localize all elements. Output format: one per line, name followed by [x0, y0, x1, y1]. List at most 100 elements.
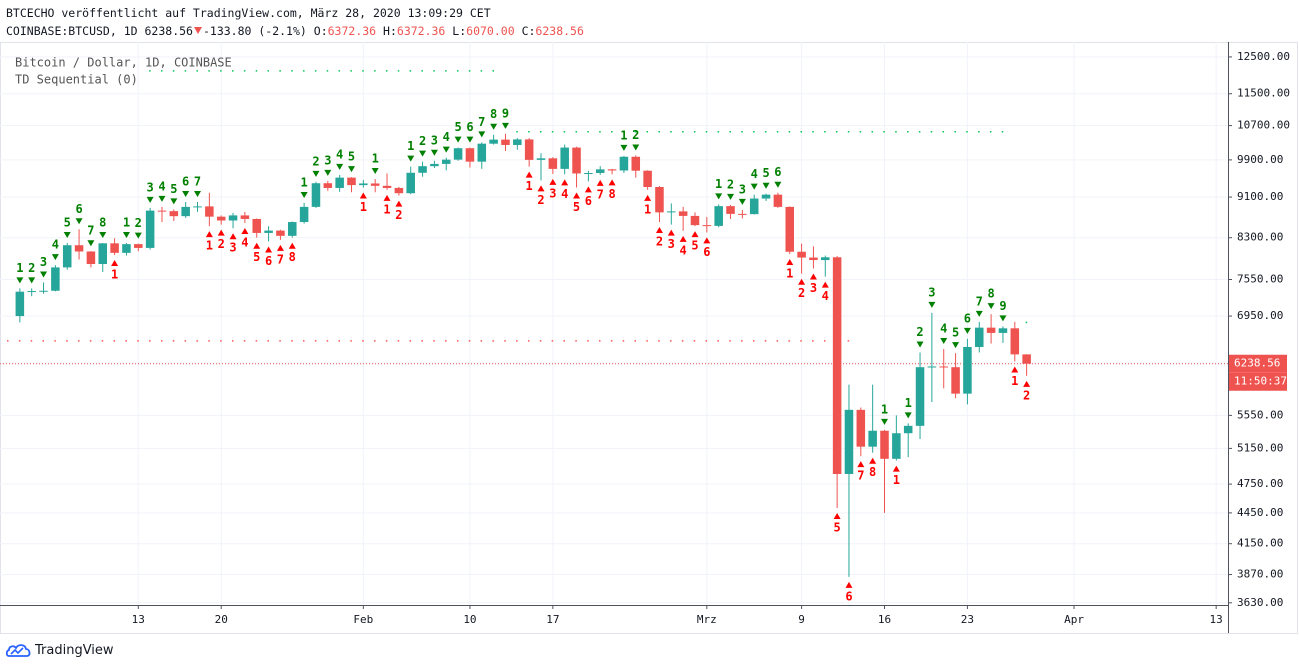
td-buy-arrow	[821, 281, 829, 288]
candle-body	[489, 139, 498, 144]
td-sell-count: 8	[490, 107, 497, 121]
td-buy-count: 7	[857, 469, 864, 483]
candle-body	[228, 215, 238, 221]
td-sell-count: 3	[431, 133, 438, 147]
td-buy-count: 1	[1011, 374, 1018, 388]
candle-body	[524, 139, 534, 160]
td-sell-count: 1	[372, 152, 379, 166]
y-tick-label: 3870.00	[1237, 568, 1283, 581]
td-sell-count: 2	[312, 154, 319, 168]
candle-body	[453, 148, 463, 160]
td-sell-arrow	[63, 232, 71, 239]
y-tick-label: 11500.00	[1237, 87, 1290, 100]
candle-body	[15, 291, 25, 317]
td-buy-count: 2	[395, 208, 402, 222]
td-sell-count: 1	[16, 261, 23, 275]
brand: TradingView	[35, 642, 114, 658]
candle-body	[157, 210, 167, 212]
td-sell-count: 2	[135, 216, 142, 230]
td-buy-arrow	[561, 179, 569, 186]
td-sell-arrow	[952, 342, 960, 349]
candle-body	[145, 210, 155, 248]
y-tick-label: 4150.00	[1237, 537, 1283, 550]
candle-body	[903, 425, 913, 434]
td-sell-arrow	[170, 198, 178, 205]
last-price: 6238.56	[144, 24, 193, 38]
td-sell-arrow	[312, 170, 320, 177]
candle-body	[39, 290, 48, 292]
td-sell-arrow	[750, 183, 758, 190]
td-buy-arrow	[395, 200, 403, 207]
td-buy-arrow	[265, 246, 273, 253]
td-buy-count: 6	[585, 194, 592, 208]
y-tick-label: 6950.00	[1237, 309, 1283, 322]
td-sell-arrow	[454, 136, 462, 143]
candle-body	[62, 245, 72, 268]
symbol-line: COINBASE:BTCUSD, 1D 6238.56 -133.80 (-2.1…	[6, 24, 591, 38]
legend-indicator: TD Sequential (0)	[15, 73, 138, 87]
td-sell-count: 1	[407, 139, 414, 153]
td-buy-count: 4	[680, 243, 687, 257]
td-sell-count: 3	[324, 153, 331, 167]
candle-body	[986, 327, 996, 333]
x-tick-label: 13	[1210, 613, 1223, 626]
candle-body	[181, 206, 190, 217]
td-buy-count: 3	[549, 186, 556, 200]
td-sell-count: 9	[502, 106, 509, 120]
td-sell-arrow	[987, 303, 995, 310]
legend-title: Bitcoin / Dollar, 1D, COINBASE	[15, 56, 232, 70]
td-sell-count: 7	[194, 174, 201, 188]
td-buy-arrow	[667, 229, 675, 236]
td-buy-arrow	[691, 231, 699, 238]
td-buy-arrow	[1023, 380, 1031, 387]
td-sell-arrow	[490, 123, 498, 130]
td-sell-count: 1	[881, 402, 888, 416]
candle-body	[477, 143, 487, 162]
td-sell-count: 4	[336, 147, 343, 161]
td-buy-count: 1	[111, 268, 118, 282]
x-tick-label: Feb	[353, 613, 373, 626]
y-tick-label: 4750.00	[1237, 477, 1283, 490]
td-buy-arrow	[229, 233, 237, 240]
candle-body	[1010, 328, 1020, 355]
td-sell-arrow	[442, 146, 450, 153]
candle-body	[536, 158, 546, 160]
candle-body	[169, 211, 179, 217]
td-sell-count: 4	[751, 167, 758, 181]
candle-body	[406, 172, 415, 194]
td-buy-arrow	[1011, 366, 1019, 373]
td-buy-count: 2	[1023, 388, 1030, 402]
candle-body	[678, 211, 688, 216]
ohlc-label: C:	[521, 24, 536, 38]
td-sell-arrow	[336, 163, 344, 170]
ohlc-value: 6372.36	[327, 24, 377, 38]
td-buy-count: 1	[360, 200, 367, 214]
candle-body	[927, 366, 937, 368]
td-buy-count: 3	[810, 281, 817, 295]
td-buy-arrow	[809, 273, 817, 280]
td-sell-count: 5	[952, 326, 959, 340]
td-buy-arrow	[892, 465, 900, 472]
ohlc: O:6372.36 H:6372.36 L:6070.00 C:6238.56	[314, 24, 591, 38]
td-buy-arrow	[857, 461, 865, 468]
td-sell-count: 2	[632, 128, 639, 142]
y-tick-label: 12500.00	[1237, 50, 1290, 63]
td-buy-arrow	[869, 457, 877, 464]
candle-body	[370, 183, 380, 186]
td-sell-count: 4	[940, 322, 947, 336]
td-sell-arrow	[40, 271, 48, 278]
td-buy-arrow	[549, 178, 557, 185]
td-sell-arrow	[501, 122, 509, 129]
td-buy-arrow	[786, 258, 794, 265]
td-sell-arrow	[727, 193, 735, 200]
x-tick-label: 13	[132, 613, 145, 626]
td-buy-count: 2	[798, 286, 805, 300]
symbol: COINBASE:BTCUSD, 1D	[6, 24, 138, 38]
x-tick-label: 9	[798, 613, 805, 626]
td-sell-arrow	[99, 232, 107, 239]
td-sell-arrow	[904, 412, 912, 419]
td-buy-arrow	[655, 227, 663, 234]
candle-body	[749, 198, 759, 215]
candle-body	[832, 257, 842, 474]
candles	[15, 133, 1031, 577]
